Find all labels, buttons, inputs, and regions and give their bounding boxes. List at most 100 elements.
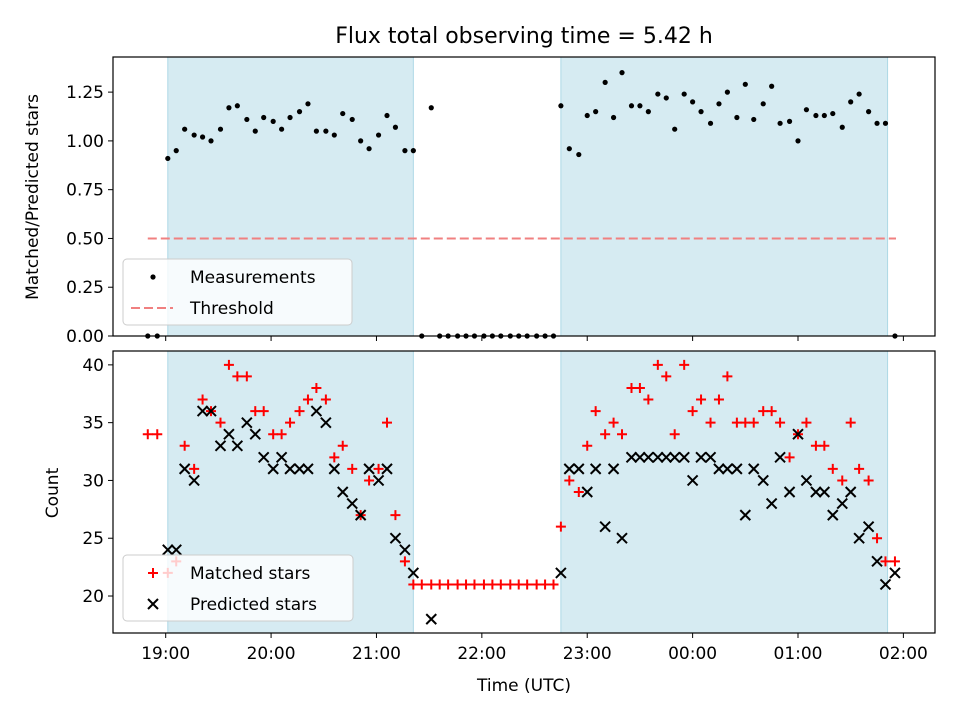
matched-stars-point [880,556,891,567]
matched-stars-point [320,394,331,405]
measurements-point [637,103,643,109]
measurements-point [558,103,564,109]
matched-stars-point [827,463,838,474]
legend-label: Threshold [189,299,274,319]
measurements-point [760,101,766,107]
matched-stars-point [250,406,261,417]
matched-stars-point [775,417,786,428]
predicted-stars-point [389,532,402,544]
matched-stars-point [179,440,190,451]
matched-stars-point [513,579,524,590]
measurements-point [375,132,382,138]
matched-stars-point [241,371,252,382]
x-tick-label: 01:00 [774,644,823,664]
measurements-point [261,114,267,121]
bottom-legend: Matched stars Predicted stars [122,554,354,622]
matched-stars-point [810,440,821,451]
measurements-point [734,114,740,121]
legend-label: Measurements [190,268,316,288]
matched-stars-point [863,475,874,486]
matched-stars-point [337,440,348,451]
measurements-point [279,126,285,132]
predicted-stars-point [810,486,822,498]
predicted-stars-point [660,451,672,464]
matched-stars-point [285,417,296,428]
matched-stars-point [872,533,883,544]
measurements-point [645,109,651,115]
matched-stars-point [276,429,287,440]
bottom-y-tick-label: 35 [82,414,104,434]
measurements-point [813,112,819,119]
matched-stars-point [329,452,340,463]
predicted-stars-point [407,567,420,579]
matched-stars-point [142,429,153,440]
measurements-point [287,114,293,121]
chart-title: Flux total observing time = 5.42 h [335,24,713,49]
predicted-stars-point [678,451,690,464]
matched-stars-point [740,417,751,428]
top-y-tick-label: 0.50 [66,229,104,249]
predicted-stars-point [774,451,786,464]
matched-stars-point [661,371,672,382]
predicted-stars-point [634,451,646,464]
predicted-stars-point [399,544,411,556]
measurements-point [769,83,775,89]
measurements-point [173,148,179,154]
matched-stars-point [302,394,313,405]
predicted-stars-point [844,486,857,498]
predicted-stars-point [302,463,314,475]
measurements-point [392,124,399,130]
matched-stars-point [731,417,742,428]
matched-stars-point [758,406,769,417]
predicted-stars-point [668,451,681,464]
measurements-point [226,105,232,111]
bottom-y-tick-label: 30 [82,471,104,491]
predicted-stars-point [178,463,191,475]
x-tick-label: 19:00 [141,644,190,664]
matched-stars-point [258,406,269,417]
predicted-stars-point [275,451,288,464]
x-tick-label: 23:00 [563,644,612,664]
predicted-stars-point [293,463,306,475]
bottom-axes-frame [112,350,936,634]
predicted-stars-point [879,578,892,591]
measurements-point [848,99,854,105]
bottom-y-tick-label: 40 [82,356,104,376]
measurements-point [830,110,836,117]
predicted-stars-point [827,509,839,521]
measurements-point [584,112,590,119]
bottom-y-axis-label: Count [43,467,63,518]
matched-stars-point [408,579,419,590]
predicted-stars-point [871,555,883,568]
top-axes-frame [112,56,936,337]
measurements-point [821,112,827,119]
legend-marker-plus [148,568,158,578]
measurements-point [856,91,862,97]
predicted-stars-point [337,486,349,498]
predicted-stars-point [573,463,585,475]
matched-stars-point [189,463,200,474]
matched-stars-point [434,579,445,590]
matched-stars-point [232,371,243,382]
measurements-point [349,116,355,123]
top-panel: 0.00 0.25 0.50 0.75 1.00 1.25 Measurements Thre… [66,56,936,347]
predicted-stars-point [425,613,437,625]
bottom-y-tick-label: 25 [82,529,104,549]
measurements-point [698,109,704,115]
matched-stars-point [582,440,593,451]
predicted-stars-point [249,428,261,440]
matched-stars-point [564,475,575,486]
matched-stars-point [555,521,566,532]
matched-stars-point [373,463,384,474]
measurements-point [234,103,240,109]
measurements-point [191,132,197,138]
measurements-point [663,95,669,101]
matched-stars-point [713,394,724,405]
measurements-point [690,99,696,105]
measurements-point [165,155,171,162]
measurements-point [208,138,214,144]
predicted-stars-point [555,567,567,579]
shaded-span-2 [560,350,889,634]
measurements-point [839,124,845,130]
measurements-point [628,103,635,109]
